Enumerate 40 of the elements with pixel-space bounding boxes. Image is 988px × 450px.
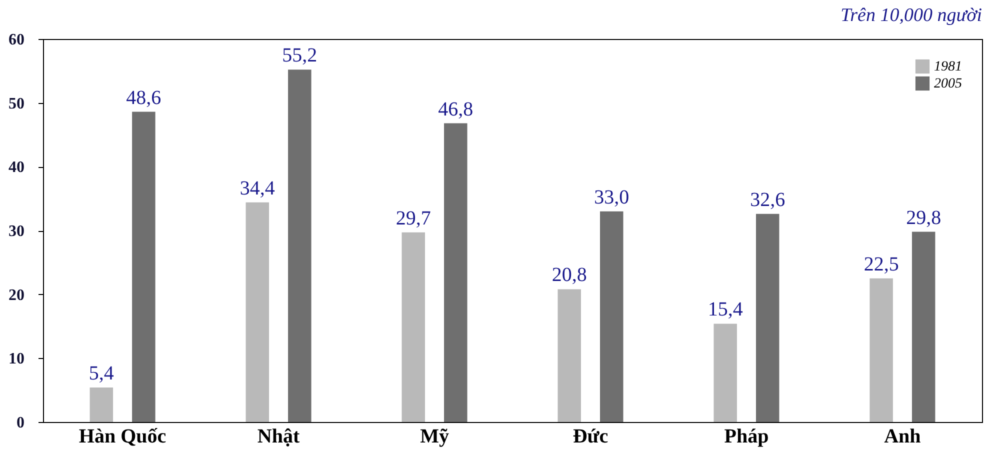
- bar: [756, 214, 780, 422]
- data-label: 34,4: [240, 177, 275, 200]
- data-label: 29,8: [906, 206, 942, 229]
- y-tick-label: 10: [8, 350, 24, 368]
- y-tick-label: 0: [16, 414, 24, 432]
- x-tick-label: Pháp: [724, 426, 769, 448]
- legend-label: 2005: [934, 76, 962, 92]
- x-tick-label: Hàn Quốc: [78, 426, 166, 448]
- data-label: 5,4: [88, 362, 114, 385]
- legend-label: 1981: [934, 60, 962, 74]
- bar: [132, 112, 156, 422]
- data-label: 33,0: [594, 186, 630, 208]
- data-label: 29,7: [396, 207, 431, 230]
- data-label: 22,5: [864, 253, 899, 276]
- y-tick-label: 50: [8, 95, 24, 112]
- data-label: 20,8: [552, 264, 587, 286]
- text: Trên 10,000 người: [840, 5, 982, 26]
- x-tick-label: Mỹ: [420, 426, 449, 448]
- bar: [558, 289, 581, 422]
- x-tick-label: Anh: [884, 426, 921, 448]
- y-tick-label: 30: [8, 223, 24, 240]
- data-label: 55,2: [282, 44, 318, 67]
- bar: [246, 202, 270, 422]
- bar: [402, 232, 425, 422]
- bar: [288, 70, 312, 422]
- x-tick-label: Đức: [572, 426, 608, 448]
- y-tick-label: 60: [8, 32, 24, 48]
- bar: [444, 123, 468, 422]
- data-label: 48,6: [126, 86, 162, 109]
- bar: [600, 211, 624, 422]
- data-label: 15,4: [708, 298, 743, 321]
- data-label: 46,8: [438, 98, 474, 120]
- bar: [912, 232, 936, 422]
- y-tick-label: 40: [8, 159, 24, 176]
- bar: [714, 324, 737, 422]
- y-tick-label: 20: [8, 286, 24, 304]
- bar: [90, 388, 114, 422]
- bar: [870, 278, 893, 422]
- data-label: 32,6: [750, 188, 786, 211]
- x-tick-label: Nhật: [257, 426, 300, 448]
